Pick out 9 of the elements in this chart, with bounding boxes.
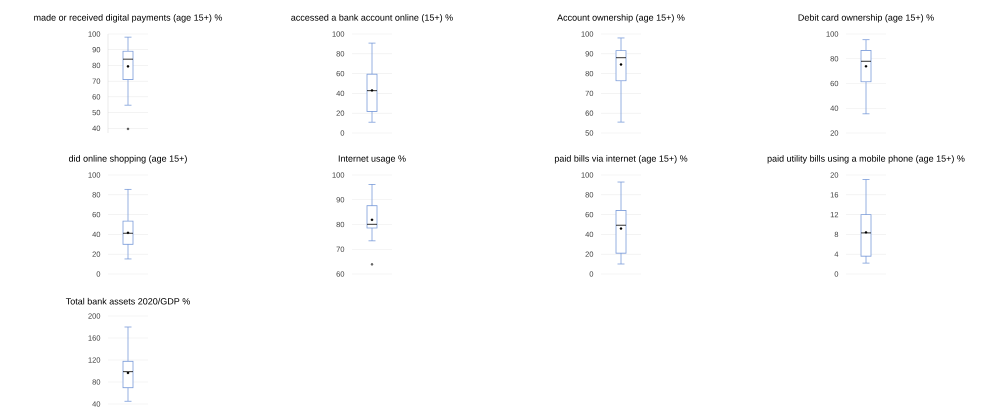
chart-title: paid utility bills using a mobile phone (age 15+) % [768, 155, 965, 164]
chart-title: Debit card ownership (age 15+) % [798, 14, 934, 23]
chart-title: accessed a bank account online (15+) % [291, 14, 453, 22]
chart-title: made or received digital payments (age 15+) % [34, 14, 222, 23]
chart-title: Internet usage % [338, 155, 406, 164]
chart-title: paid bills via internet (age 15+) % [554, 155, 688, 164]
chart-title: Account ownership (age 15+) % [557, 14, 685, 23]
chart-title: Total bank assets 2020/GDP % [66, 298, 190, 305]
chart-title: did online shopping (age 15+) [68, 155, 187, 164]
